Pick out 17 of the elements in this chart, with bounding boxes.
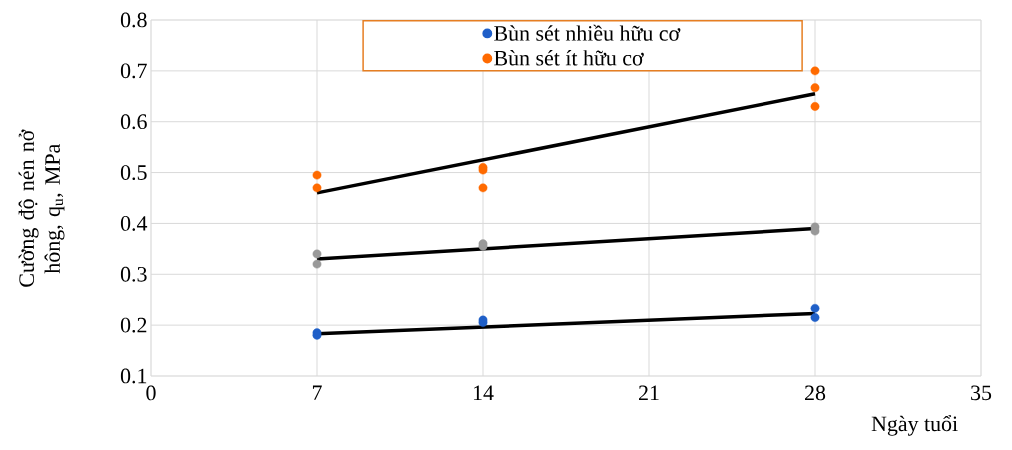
- y-tick-label: 0.2: [120, 317, 147, 333]
- y-tick-label: 0.1: [120, 368, 147, 384]
- x-tick-label: 14: [473, 385, 494, 400]
- x-tick-label: 0: [146, 385, 156, 401]
- y-tick-label: 0.3: [120, 266, 147, 282]
- legend-label: Bùn sét nhiều hữu cơ: [494, 24, 681, 41]
- x-tick-label: 7: [312, 385, 322, 400]
- legend-label: Bùn sét ít hữu cơ: [494, 50, 644, 66]
- y-tick-label: 0.7: [120, 63, 147, 79]
- y-tick-label: 0.6: [120, 114, 147, 130]
- y-tick-label: 0.8: [120, 12, 147, 28]
- x-tick-label: 21: [639, 385, 659, 401]
- x-tick-label: 28: [805, 385, 826, 401]
- y-tick-label: 0.5: [120, 165, 147, 181]
- x-tick-label: 35: [971, 385, 992, 401]
- y-tick-label: 0.4: [120, 215, 148, 231]
- x-axis-title: Ngày tuổi: [871, 415, 958, 436]
